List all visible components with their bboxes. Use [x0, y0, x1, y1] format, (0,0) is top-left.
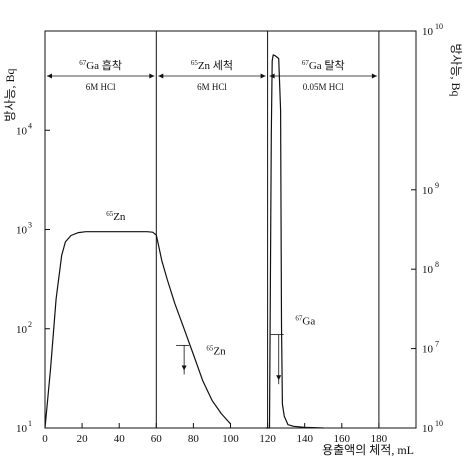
- x-tick-label: 40: [114, 433, 126, 445]
- y-tick-label-right-exp: 10: [435, 419, 443, 428]
- x-tick-label: 160: [334, 433, 351, 445]
- section-title: 67Ga 흡착: [79, 58, 122, 72]
- series-layer: [44, 54, 324, 429]
- section-solution: 6M HCl: [86, 82, 116, 92]
- series-annotation: 65Zn: [206, 345, 226, 358]
- y-tick-label-left-exp: 2: [28, 320, 32, 329]
- x-tick-label: 120: [259, 433, 276, 445]
- section-arrowhead-left: [47, 73, 52, 79]
- section-arrowhead-right: [260, 73, 266, 79]
- series-line: [44, 231, 231, 429]
- y-tick-label-right-exp: 10: [435, 22, 443, 31]
- y-tick-label-left-exp: 1: [28, 419, 32, 428]
- annotation-arrowhead: [181, 365, 187, 371]
- x-axis-ticks: 0 20 40 60 80 100 120 140 160 180: [42, 423, 388, 445]
- x-tick-label: 20: [77, 433, 89, 445]
- y-tick-label-right-exp: 8: [435, 260, 439, 269]
- x-tick-label: 100: [222, 433, 239, 445]
- y-tick-label-left-base: 10: [16, 125, 28, 137]
- y-tick-label-left-base: 10: [16, 225, 28, 237]
- y-tick-label-right-base: 10: [422, 185, 434, 197]
- section-arrowhead-right: [371, 73, 377, 79]
- y-axis-title-left: 방사능, Bq: [3, 68, 17, 121]
- y-tick-label-left-base: 10: [16, 324, 28, 336]
- section-header-layer: 67Ga 흡착 6M HCl 65Zn 세척 6M HCl 67Ga 탈착 0.05M H…: [47, 58, 377, 92]
- y-tick-label-right-exp: 7: [435, 340, 439, 349]
- x-axis-title: 용출액의 체적, mL: [322, 443, 414, 457]
- x-tick-label: 80: [188, 433, 200, 445]
- y-tick-label-right-base: 10: [422, 344, 434, 356]
- y-tick-label-right-base: 10: [422, 264, 434, 276]
- section-title: 65Zn 세척: [191, 59, 233, 72]
- y-tick-label-left-exp: 3: [28, 221, 32, 230]
- x-tick-label: 0: [42, 433, 48, 445]
- x-tick-label: 140: [296, 433, 313, 445]
- annotation-arrowhead: [276, 375, 282, 381]
- section-arrowhead-left: [158, 73, 164, 79]
- series-annotation: 65Zn: [106, 210, 126, 223]
- y-tick-label-right-base: 10: [422, 423, 434, 435]
- series-annotation: 67Ga: [295, 315, 315, 328]
- section-title: 67Ga 탈착: [302, 59, 345, 72]
- y-tick-label-right-base: 10: [422, 26, 434, 38]
- series-line: [265, 54, 324, 429]
- section-solution: 0.05M HCl: [303, 82, 345, 92]
- y-tick-label-right-exp: 9: [435, 181, 439, 190]
- section-arrowhead-right: [149, 73, 155, 79]
- x-tick-label: 60: [151, 433, 163, 445]
- section-solution: 6M HCl: [197, 82, 227, 92]
- annotation-layer: 65Zn 65Zn 67Ga: [106, 210, 315, 385]
- y-tick-label-left-base: 10: [16, 423, 28, 435]
- x-tick-label: 180: [371, 433, 388, 445]
- section-divider-layer: [155, 31, 380, 428]
- y-axis-title-right: 방사능, Bq: [449, 43, 463, 96]
- y-tick-label-left-exp: 4: [28, 121, 32, 130]
